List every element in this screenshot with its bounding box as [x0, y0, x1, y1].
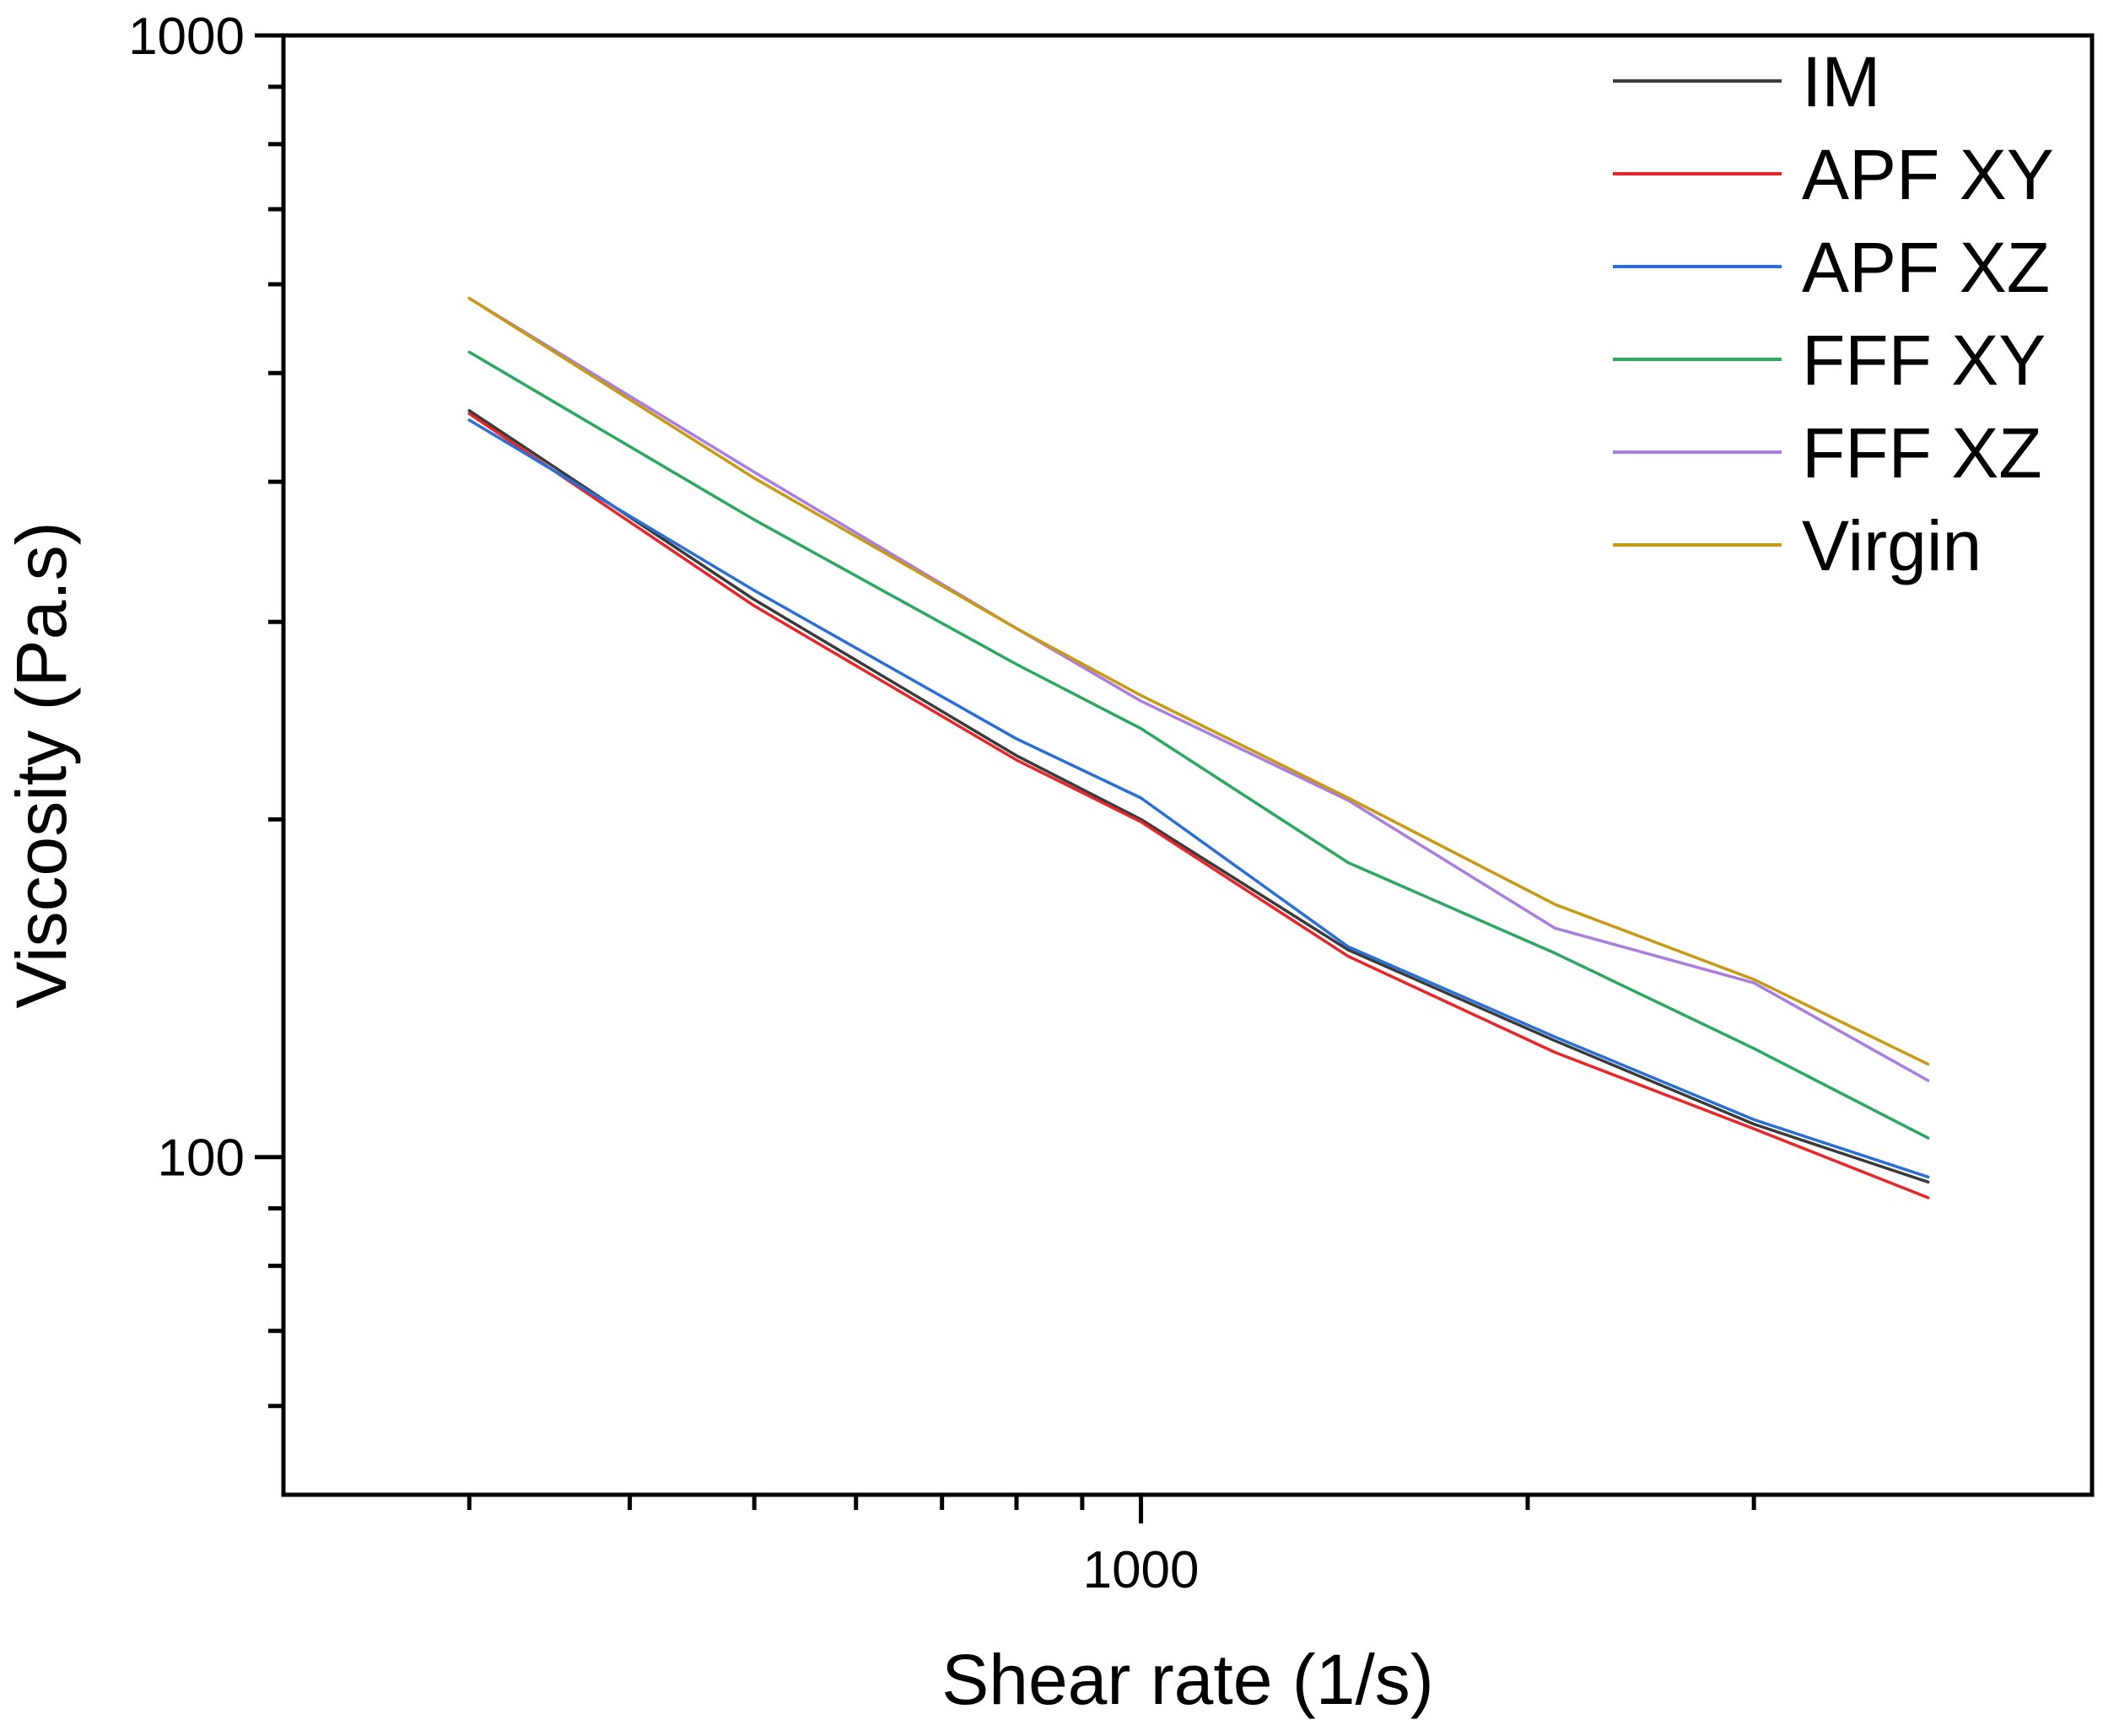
legend-label-fff-xz: FFF XZ — [1802, 413, 2042, 493]
x-tick-label-1000: 1000 — [1083, 1541, 1200, 1599]
series-line-apf-xy — [467, 412, 1930, 1200]
axis-ticks — [255, 33, 1756, 1523]
legend: IM APF XY APF XZ FFF XY FFF XZ Virgin — [1613, 42, 2054, 585]
tick-labels: 100 1000 1000 — [128, 8, 1199, 1599]
legend-label-fff-xy: FFF XY — [1802, 321, 2046, 400]
series-line-fff-xz — [467, 296, 1930, 1082]
legend-label-apf-xz: APF XZ — [1802, 228, 2050, 307]
y-tick-label-100: 100 — [158, 1129, 245, 1188]
series-line-apf-xz — [467, 418, 1930, 1179]
legend-label-apf-xy: APF XY — [1802, 135, 2054, 214]
legend-label-virgin: Virgin — [1802, 506, 1982, 585]
series-line-virgin — [467, 296, 1930, 1066]
legend-label-im: IM — [1802, 42, 1880, 121]
series-lines — [467, 296, 1930, 1200]
series-line-im — [467, 408, 1930, 1184]
x-axis-title: Shear rate (1/s) — [941, 1640, 1434, 1719]
plot-frame — [281, 33, 2095, 1497]
y-axis-title: Viscosity (Pa.s) — [2, 521, 81, 1008]
series-line-fff-xy — [467, 350, 1930, 1140]
y-tick-label-1000: 1000 — [128, 8, 245, 66]
